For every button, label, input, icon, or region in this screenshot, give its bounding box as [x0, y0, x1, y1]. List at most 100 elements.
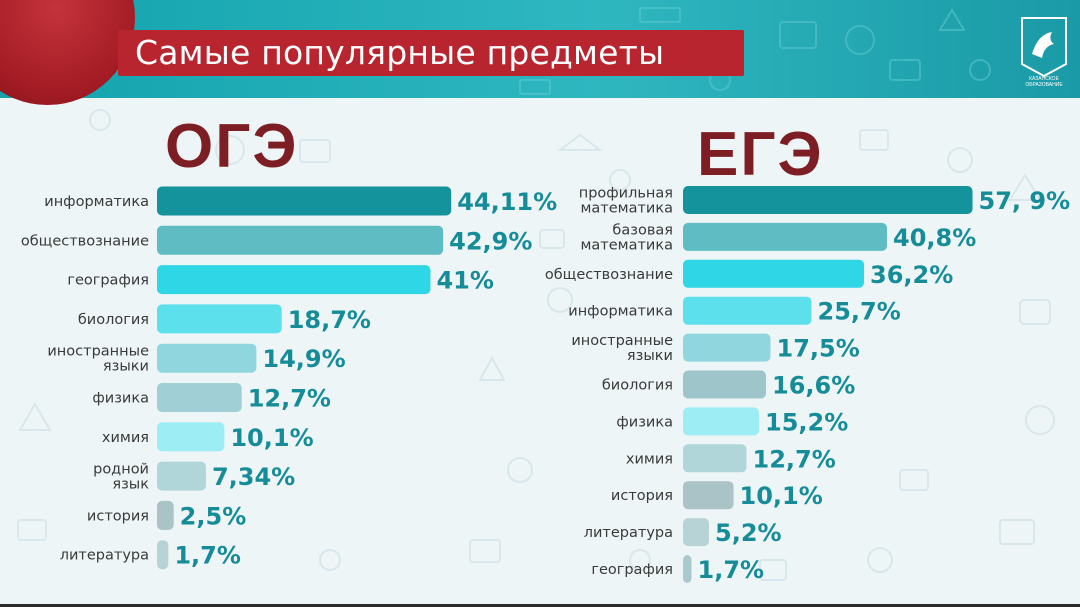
bar-ege-10: [683, 555, 692, 583]
category-label-line: информатика: [568, 304, 673, 320]
category-label-oge-8: история: [87, 508, 149, 524]
oge-chart: 44,11% информатика 42,9% обществознание 41% г…: [21, 186, 557, 570]
value-label-oge-9: 1,7%: [174, 542, 241, 570]
bar-oge-1: [157, 225, 444, 255]
kazan-logo-icon: [1021, 17, 1067, 78]
category-label-line: литература: [584, 525, 673, 541]
category-label-ege-4: иностранные языки: [571, 333, 673, 364]
value-label-oge-3: 18,7%: [288, 306, 371, 334]
value-label-ege-1: 40,8%: [893, 224, 976, 252]
category-label-ege-3: информатика: [568, 304, 673, 320]
category-label-line: обществознание: [545, 267, 673, 283]
value-label-oge-8: 2,5%: [180, 502, 247, 530]
category-label-ege-9: литература: [584, 525, 673, 541]
category-label-line: профильная: [579, 186, 673, 202]
value-label-oge-7: 7,34%: [212, 463, 295, 491]
bar-ege-1: [683, 222, 887, 251]
category-label-oge-9: литература: [60, 548, 149, 564]
bar-ege-7: [683, 444, 747, 473]
category-label-line: биология: [602, 378, 673, 394]
category-label-line: информатика: [44, 194, 149, 210]
value-label-ege-8: 10,1%: [740, 482, 823, 510]
logo-caption: КАЗАНСКОЕ ОБРАЗОВАНИЕ: [1012, 76, 1076, 88]
category-label-ege-1: базовая математика: [580, 222, 673, 253]
logo-caption-line2: ОБРАЗОВАНИЕ: [1025, 82, 1063, 88]
category-label-oge-3: биология: [78, 312, 149, 328]
category-label-line: родной: [93, 462, 149, 478]
value-label-ege-6: 15,2%: [765, 408, 848, 436]
category-label-line: математика: [580, 201, 673, 217]
value-label-oge-1: 42,9%: [449, 227, 532, 255]
category-label-line: иностранные: [47, 344, 149, 360]
value-label-oge-0: 44,11%: [457, 188, 557, 216]
category-label-ege-6: физика: [616, 414, 673, 430]
category-label-line: химия: [626, 451, 673, 467]
category-label-ege-7: химия: [626, 451, 673, 467]
ege-heading: ЕГЭ: [697, 120, 824, 189]
category-label-oge-5: физика: [92, 391, 149, 407]
bar-oge-6: [157, 422, 225, 452]
category-label-line: литература: [60, 548, 149, 564]
value-label-oge-5: 12,7%: [248, 385, 331, 413]
category-label-line: химия: [102, 430, 149, 446]
bar-ege-4: [683, 333, 771, 362]
category-label-oge-7: родной язык: [93, 462, 149, 493]
value-label-ege-5: 16,6%: [772, 372, 855, 400]
value-label-ege-0: 57, 9%: [979, 187, 1071, 215]
value-label-ege-2: 36,2%: [870, 261, 953, 289]
value-label-ege-7: 12,7%: [753, 445, 836, 473]
category-label-line: физика: [92, 391, 149, 407]
bar-oge-4: [157, 343, 257, 373]
category-label-line: язык: [112, 477, 149, 493]
category-label-line: физика: [616, 414, 673, 430]
category-label-line: история: [87, 508, 149, 524]
category-label-oge-6: химия: [102, 430, 149, 446]
title-band: [118, 30, 744, 76]
bar-ege-5: [683, 370, 766, 399]
category-label-ege-10: география: [591, 562, 673, 578]
value-label-ege-3: 25,7%: [818, 298, 901, 326]
page-title: Самые популярные предметы: [135, 33, 665, 72]
bar-oge-2: [157, 265, 431, 295]
category-label-line: базовая: [612, 222, 673, 238]
value-label-oge-4: 14,9%: [262, 345, 345, 373]
bar-oge-3: [157, 304, 282, 334]
bar-ege-2: [683, 259, 864, 288]
category-label-line: история: [611, 488, 673, 504]
category-label-line: иностранные: [571, 333, 673, 349]
category-label-ege-5: биология: [602, 378, 673, 394]
category-label-line: языки: [627, 348, 673, 364]
category-label-oge-0: информатика: [44, 194, 149, 210]
value-label-oge-6: 10,1%: [230, 424, 313, 452]
bottom-border: [0, 604, 1080, 607]
header-doodle-pattern: [519, 7, 991, 95]
category-label-line: биология: [78, 312, 149, 328]
bar-ege-6: [683, 407, 759, 436]
category-label-ege-8: история: [611, 488, 673, 504]
category-label-ege-2: обществознание: [545, 267, 673, 283]
bar-ege-0: [683, 186, 973, 214]
bar-ege-9: [683, 518, 709, 547]
value-label-oge-2: 41%: [436, 267, 493, 295]
value-label-ege-10: 1,7%: [698, 556, 765, 584]
bar-oge-7: [157, 461, 206, 491]
bar-ege-3: [683, 296, 812, 325]
category-label-line: география: [591, 562, 673, 578]
bar-oge-5: [157, 383, 242, 412]
bar-oge-0: [157, 186, 452, 216]
category-label-oge-1: обществознание: [21, 233, 149, 249]
value-label-ege-9: 5,2%: [715, 519, 782, 547]
category-label-line: обществознание: [21, 233, 149, 249]
category-label-line: география: [67, 273, 149, 289]
logo-caption-line1: КАЗАНСКОЕ: [1029, 76, 1059, 82]
category-label-oge-4: иностранные языки: [47, 344, 149, 375]
category-label-ege-0: профильная математика: [579, 186, 673, 217]
bar-oge-8: [157, 500, 174, 530]
category-label-oge-2: география: [67, 273, 149, 289]
bar-ege-8: [683, 481, 734, 510]
value-label-ege-4: 17,5%: [777, 335, 860, 363]
category-label-line: математика: [580, 237, 673, 253]
